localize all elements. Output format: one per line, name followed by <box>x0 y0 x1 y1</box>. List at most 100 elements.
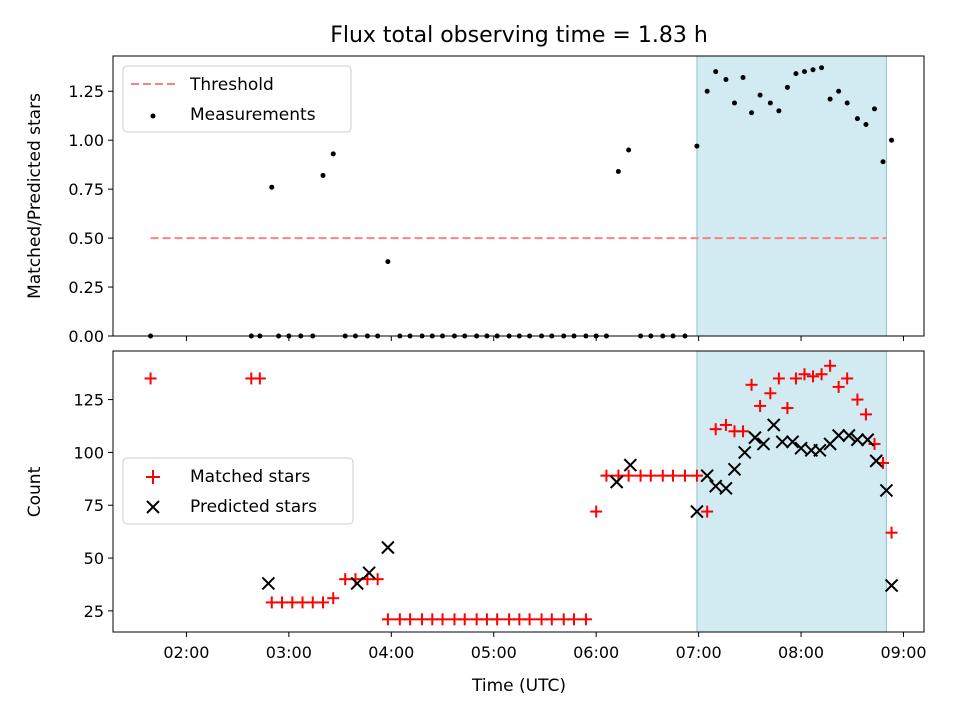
predicted-star-point <box>700 468 714 483</box>
x-axis-label: Time (UTC) <box>471 676 566 696</box>
measurement-point <box>836 88 842 94</box>
legend-frame <box>122 65 352 133</box>
measurement-point <box>776 108 782 114</box>
matched-star-point <box>327 592 340 605</box>
predicted-star-point <box>831 428 846 443</box>
predicted-star-point <box>350 576 364 591</box>
measurement-point <box>880 159 886 165</box>
counts-panel: 25 50 75 100 125 02:00 03:00 04:00 05:00 06:00 07… <box>25 350 927 696</box>
predicted-star-point <box>748 430 762 445</box>
measurement-point <box>723 76 729 82</box>
matched-star-point <box>709 423 722 436</box>
measurement-point <box>819 65 825 71</box>
matched-star-point <box>144 372 157 385</box>
matched-star-point <box>339 573 352 586</box>
measurement-point <box>330 151 336 157</box>
highlight-span <box>696 350 887 633</box>
legend-measurement-marker <box>150 113 156 119</box>
chart-title: Flux total observing time = 1.83 h <box>330 23 708 48</box>
matched-star-point <box>491 613 504 626</box>
counts-y-axis-label: Count <box>25 466 45 517</box>
measurement-point <box>871 106 877 112</box>
matched-star-point <box>567 613 580 626</box>
ratio-axes-frame <box>112 55 925 337</box>
counts-axes-frame <box>112 350 925 633</box>
predicted-stars-series <box>261 418 899 593</box>
legend-predicted-marker <box>146 500 160 514</box>
predicted-star-point <box>623 458 638 472</box>
matched-star-point <box>480 613 493 626</box>
predicted-star-point <box>708 479 723 493</box>
y-tick-label: 75 <box>84 496 104 515</box>
predicted-star-point <box>869 454 883 468</box>
x-tick-label: 03:00 <box>266 643 312 662</box>
x-tick-label: 05:00 <box>471 643 517 662</box>
legend-predicted-label: Predicted stars <box>190 497 317 517</box>
matched-star-point <box>535 613 548 626</box>
predicted-star-point <box>756 437 771 451</box>
matched-star-point <box>737 425 750 438</box>
measurement-point <box>320 172 326 178</box>
measurement-point <box>269 184 275 190</box>
y-tick-label: 25 <box>84 602 104 621</box>
matched-star-point <box>306 596 319 609</box>
predicted-star-point <box>738 445 752 460</box>
matched-star-point <box>832 380 845 393</box>
measurement-point <box>827 96 833 102</box>
matched-star-point <box>690 469 703 482</box>
y-tick-label: 50 <box>84 549 104 568</box>
predicted-star-point <box>860 433 875 447</box>
matched-star-point <box>754 399 767 412</box>
matched-star-point <box>381 613 394 626</box>
matched-star-point <box>276 596 289 609</box>
x-tick-label: 08:00 <box>778 643 824 662</box>
ratio-x-ticks <box>185 336 905 341</box>
x-tick-label: 09:00 <box>880 643 926 662</box>
matched-star-point <box>667 469 680 482</box>
matched-star-point <box>590 505 603 518</box>
y-tick-label: 125 <box>73 391 104 410</box>
predicted-star-point <box>775 435 789 449</box>
matched-star-point <box>296 596 309 609</box>
matched-star-point <box>436 613 449 626</box>
matched-star-point <box>885 526 898 539</box>
matched-star-point <box>656 469 669 482</box>
predicted-star-point <box>794 441 808 455</box>
measurement-point <box>704 88 710 94</box>
matched-star-point <box>807 370 820 383</box>
predicted-star-point <box>362 566 376 580</box>
measurement-point <box>615 169 621 175</box>
matched-star-point <box>841 372 854 385</box>
measurement-point <box>749 110 755 116</box>
matched-star-point <box>798 368 811 381</box>
measurement-point <box>889 137 895 143</box>
y-tick-label: 0.50 <box>68 229 104 248</box>
matched-star-point <box>644 469 657 482</box>
predicted-star-point <box>381 540 395 555</box>
matched-star-point <box>458 613 471 626</box>
ratio-panel: 0.00 0.25 0.50 0.75 1.00 1.25 Matched/Predict… <box>25 55 925 346</box>
matched-star-point <box>634 469 647 482</box>
matched-star-point <box>678 469 691 482</box>
matched-star-point <box>701 505 714 518</box>
matched-star-point <box>557 613 570 626</box>
measurement-point <box>863 122 869 128</box>
matched-star-point <box>745 378 758 391</box>
y-tick-label: 100 <box>73 443 104 462</box>
y-tick-label: 0.25 <box>68 278 104 297</box>
matched-star-point <box>513 613 526 626</box>
predicted-star-point <box>879 483 894 498</box>
matched-star-point <box>824 359 837 372</box>
measurement-point <box>757 92 763 98</box>
measurement-point <box>801 69 807 75</box>
matched-star-point <box>600 469 613 482</box>
counts-legend: Matched stars Predicted stars <box>122 457 354 525</box>
matched-star-point <box>317 596 330 609</box>
highlight-span <box>696 55 887 337</box>
matched-star-point <box>404 613 417 626</box>
matched-star-point <box>622 469 635 482</box>
ratio-y-ticks: 0.00 0.25 0.50 0.75 1.00 1.25 <box>68 82 113 346</box>
measurement-point <box>767 100 773 106</box>
measurement-point <box>793 71 799 77</box>
predicted-star-point <box>842 428 856 443</box>
